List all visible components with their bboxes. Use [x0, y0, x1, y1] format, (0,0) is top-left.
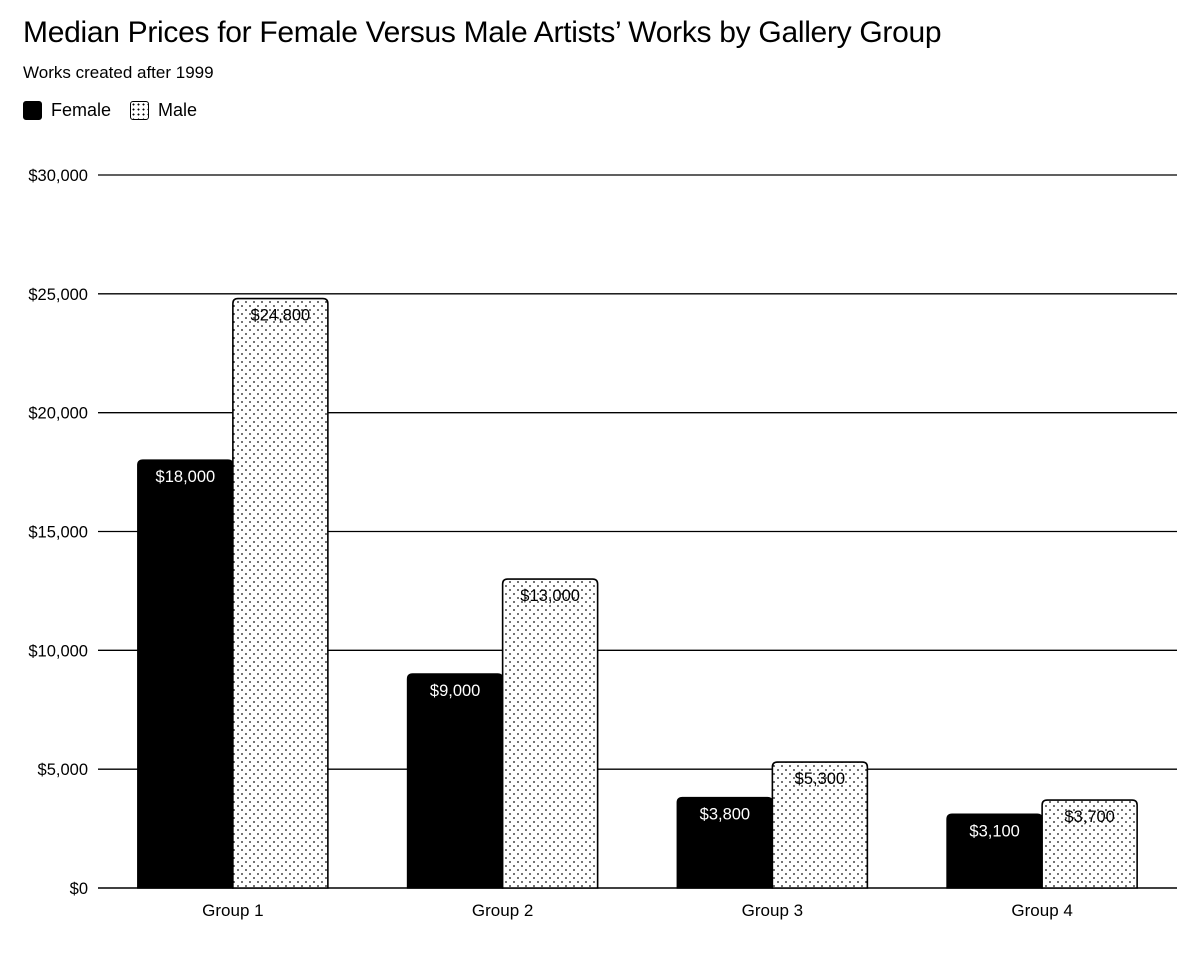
y-tick-label: $25,000: [28, 286, 88, 304]
y-tick-label: $5,000: [38, 761, 88, 779]
bar-value-label: $13,000: [520, 587, 580, 605]
x-tick-label: Group 2: [472, 901, 533, 920]
legend-swatch-male: [130, 101, 150, 120]
bar-female-1: [137, 459, 234, 889]
bar-value-label: $18,000: [156, 468, 216, 486]
x-tick-label: Group 3: [742, 901, 803, 920]
legend-item-male: Male: [130, 100, 197, 121]
bar-value-label: $3,100: [969, 822, 1019, 840]
bar-value-label: $24,800: [251, 307, 311, 325]
bar-female-2: [406, 673, 504, 889]
bar-value-label: $9,000: [430, 682, 480, 700]
legend-item-female: Female: [23, 100, 111, 121]
y-tick-label: $15,000: [28, 524, 88, 542]
chart-subtitle: Works created after 1999: [23, 63, 214, 82]
legend-swatch-female: [23, 101, 42, 120]
bar-male-4: [1041, 799, 1138, 889]
y-tick-label: $30,000: [28, 167, 88, 185]
y-axis-tick-labels: $0 $5,000 $10,000 $15,000 $20,000 $25,000 $30,…: [28, 167, 88, 898]
x-tick-label: Group 4: [1011, 901, 1072, 920]
bar-male-2: [501, 578, 599, 889]
bar-male-1: [232, 297, 329, 889]
x-tick-label: Group 1: [202, 901, 263, 920]
bar-value-label: $3,800: [700, 806, 750, 824]
bars: [137, 297, 1138, 889]
y-tick-label: $20,000: [28, 405, 88, 423]
legend-label-male: Male: [158, 100, 198, 120]
chart-title: Median Prices for Female Versus Male Art…: [23, 16, 942, 49]
legend: Female Male: [23, 100, 216, 121]
bar-value-labels: $18,000 $24,800 $9,000 $13,000 $3,800 $5,300 $…: [156, 307, 1115, 841]
bar-male-3: [771, 761, 869, 889]
x-axis-tick-labels: Group 1 Group 2 Group 3 Group 4: [202, 901, 1073, 920]
y-tick-label: $0: [70, 880, 88, 898]
bar-value-label: $3,700: [1064, 808, 1114, 826]
legend-label-female: Female: [51, 100, 112, 120]
y-tick-label: $10,000: [28, 642, 88, 660]
bar-value-label: $5,300: [795, 770, 845, 788]
